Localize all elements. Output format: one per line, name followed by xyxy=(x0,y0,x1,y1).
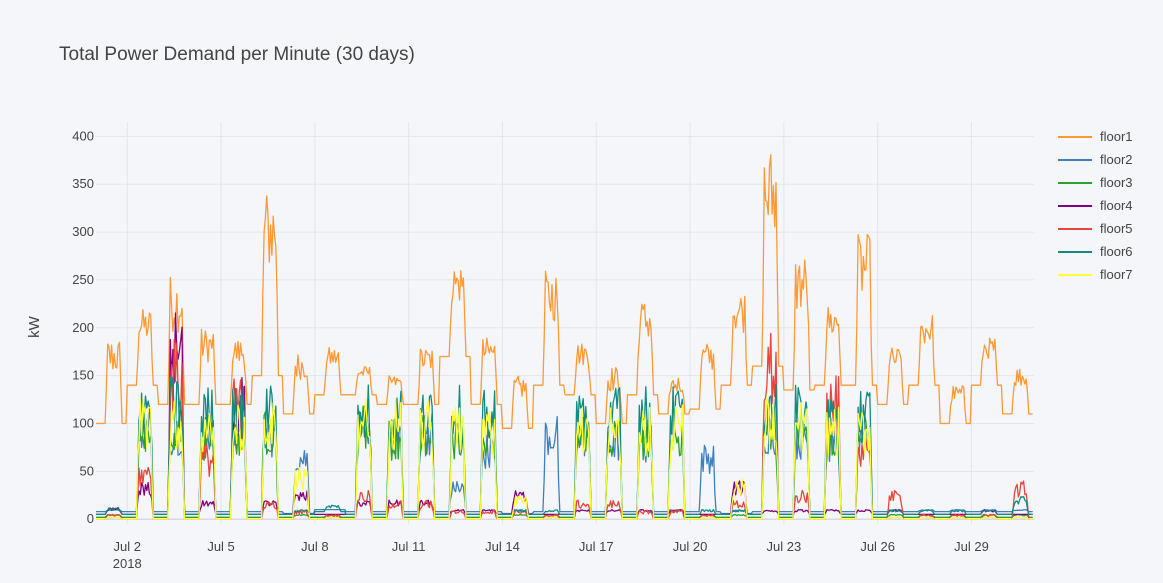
x-tick-label: Jul 20 xyxy=(673,539,708,554)
x-tick-label: Jul 26 xyxy=(860,539,895,554)
legend-item-floor3[interactable]: floor3 xyxy=(1058,175,1133,190)
series-line-floor3 xyxy=(96,405,1033,518)
legend-label-floor2: floor2 xyxy=(1100,152,1133,167)
y-tick-label: 150 xyxy=(72,368,94,383)
y-tick-label: 250 xyxy=(72,272,94,287)
legend-label-floor3: floor3 xyxy=(1100,175,1133,190)
x-tick-label: Jul 5 xyxy=(207,539,234,554)
legend[interactable]: floor1 floor2 floor3 floor4 floor5 floor6 floo… xyxy=(1058,129,1133,282)
x-tick-label: Jul 11 xyxy=(392,539,426,554)
y-tick-label: 300 xyxy=(72,224,94,239)
y-axis-ticks: 0 50 100 150 200 250 300 350 400 xyxy=(72,128,94,526)
series-line-floor7 xyxy=(96,396,1033,520)
series-line-floor1 xyxy=(96,154,1033,429)
grid-lines xyxy=(96,122,1034,524)
x-tick-year-label: 2018 xyxy=(113,556,142,571)
series-layer xyxy=(96,154,1033,520)
y-tick-label: 200 xyxy=(72,320,94,335)
x-tick-label: Jul 23 xyxy=(767,539,802,554)
legend-item-floor1[interactable]: floor1 xyxy=(1058,129,1133,144)
x-tick-label: Jul 8 xyxy=(301,539,328,554)
x-axis-ticks: Jul 2 Jul 5 Jul 8 Jul 11 Jul 14 Jul 17 Jul 20 J… xyxy=(113,539,989,571)
x-tick-label: Jul 29 xyxy=(954,539,989,554)
x-tick-label: Jul 2 xyxy=(114,539,141,554)
legend-label-floor6: floor6 xyxy=(1100,244,1133,259)
y-tick-label: 50 xyxy=(80,463,94,478)
y-tick-label: 400 xyxy=(72,128,94,143)
x-tick-label: Jul 17 xyxy=(579,539,614,554)
legend-item-floor4[interactable]: floor4 xyxy=(1058,198,1133,213)
legend-item-floor7[interactable]: floor7 xyxy=(1058,267,1133,282)
legend-item-floor6[interactable]: floor6 xyxy=(1058,244,1133,259)
y-tick-label: 0 xyxy=(87,511,94,526)
series-line-floor2 xyxy=(96,405,1033,515)
legend-label-floor7: floor7 xyxy=(1100,267,1133,282)
legend-label-floor5: floor5 xyxy=(1100,221,1133,236)
legend-item-floor5[interactable]: floor5 xyxy=(1058,221,1133,236)
series-line-floor6 xyxy=(96,376,1033,516)
legend-label-floor4: floor4 xyxy=(1100,198,1133,213)
y-tick-label: 350 xyxy=(72,176,94,191)
chart-title: Total Power Demand per Minute (30 days) xyxy=(59,44,415,65)
y-axis-title: kW xyxy=(26,315,43,338)
legend-item-floor2[interactable]: floor2 xyxy=(1058,152,1133,167)
x-tick-label: Jul 14 xyxy=(485,539,520,554)
legend-label-floor1: floor1 xyxy=(1100,129,1133,144)
y-tick-label: 100 xyxy=(72,416,94,431)
